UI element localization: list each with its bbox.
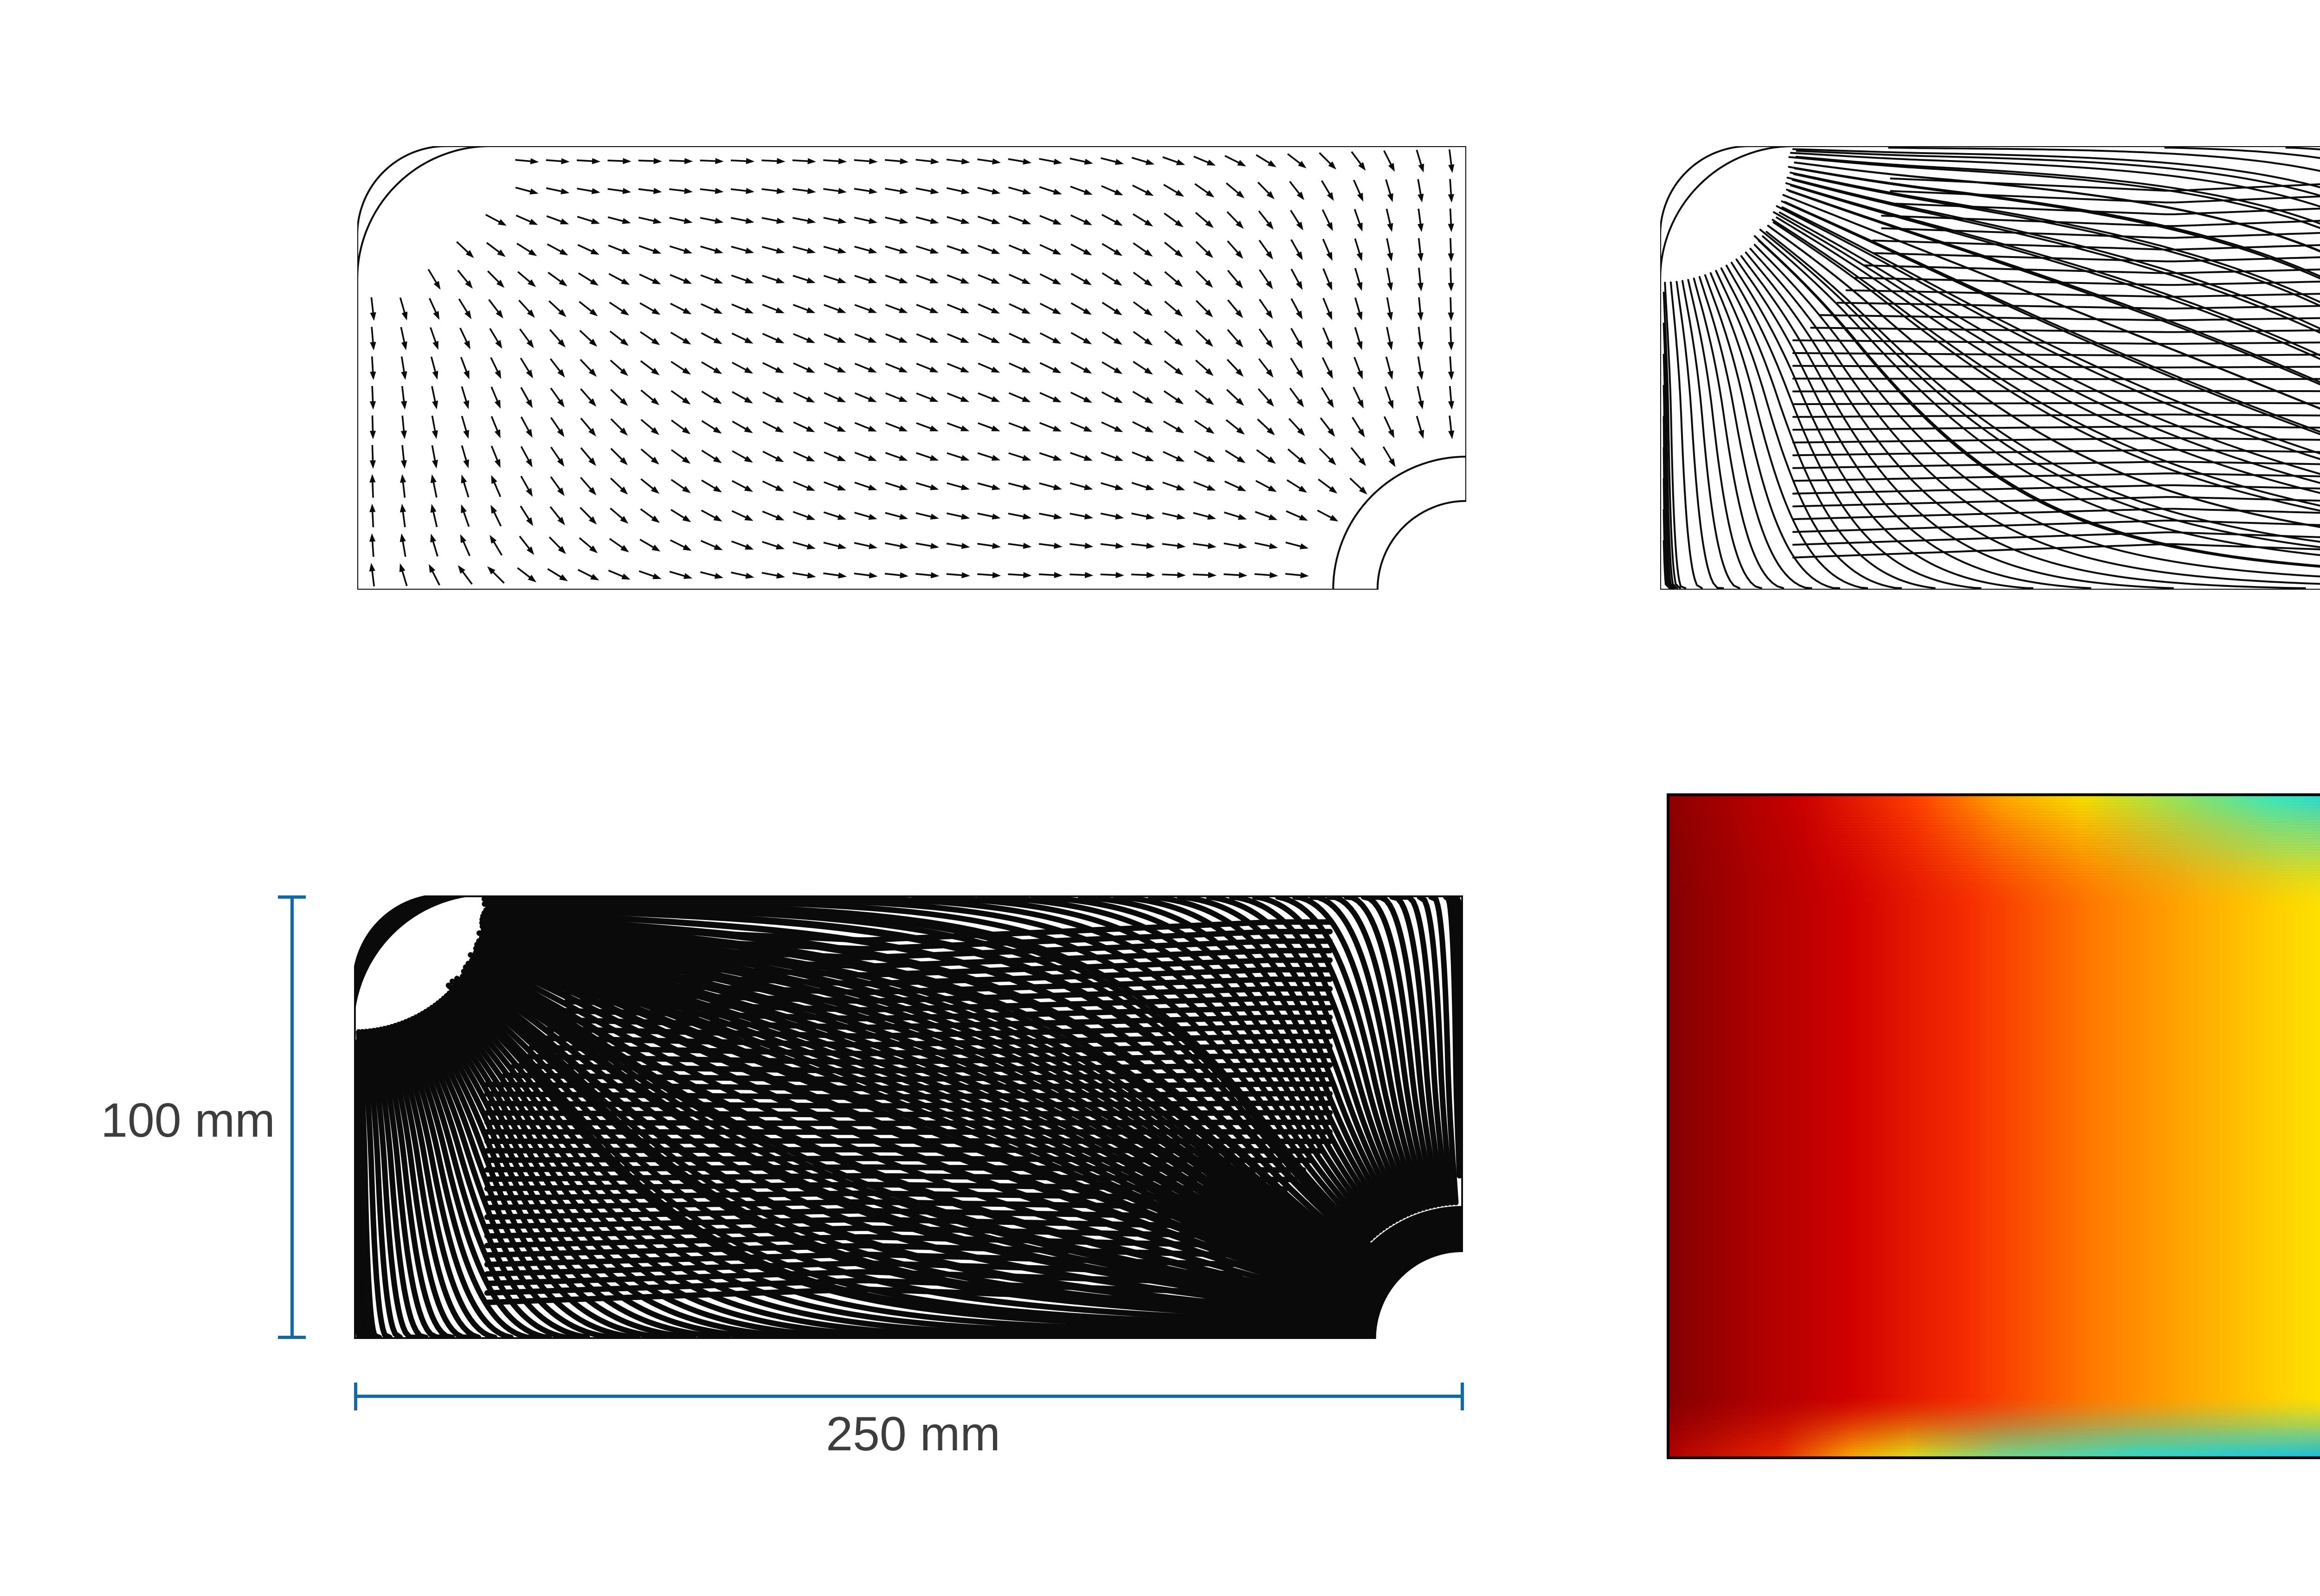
width-dimension-tick-right bbox=[1461, 1383, 1464, 1410]
stress-direction-quiver-svg bbox=[357, 146, 1466, 590]
notch-ring-arc-top-left bbox=[357, 146, 490, 279]
streamline-group bbox=[354, 895, 1463, 1339]
height-dimension-tick-top bbox=[278, 895, 306, 899]
notch-ring-arc-bottom-right bbox=[1332, 456, 1466, 590]
width-dimension-label: 250 mm bbox=[826, 1407, 1000, 1461]
plate-outline bbox=[357, 146, 1466, 590]
width-dimension-line bbox=[354, 1395, 1464, 1398]
height-dimension-label: 100 mm bbox=[101, 1094, 275, 1147]
streamline-group bbox=[1663, 147, 2320, 589]
height-dimension-line bbox=[290, 895, 294, 1339]
panel-fiber-path-streamlines bbox=[1660, 146, 2320, 590]
print-toolpath-svg bbox=[354, 895, 1463, 1339]
width-dimension-tick-left bbox=[354, 1383, 357, 1410]
quiver-arrows-group bbox=[369, 149, 1455, 587]
fiber-path-streamlines-svg bbox=[1660, 146, 2320, 590]
panel-print-toolpath bbox=[354, 895, 1463, 1339]
notch-ring-top-left bbox=[354, 895, 487, 1029]
panel-stress-direction-quiver bbox=[357, 146, 1466, 590]
height-dimension-tick-bottom bbox=[278, 1336, 306, 1339]
notch-ring-bottom-right bbox=[1330, 1206, 1463, 1339]
scalar-field-heatmap-canvas bbox=[1667, 793, 2320, 1459]
plate-outline bbox=[1660, 146, 2320, 590]
notch-ring-arc-top-left bbox=[1660, 146, 1793, 279]
plate-outline bbox=[354, 895, 1463, 1339]
